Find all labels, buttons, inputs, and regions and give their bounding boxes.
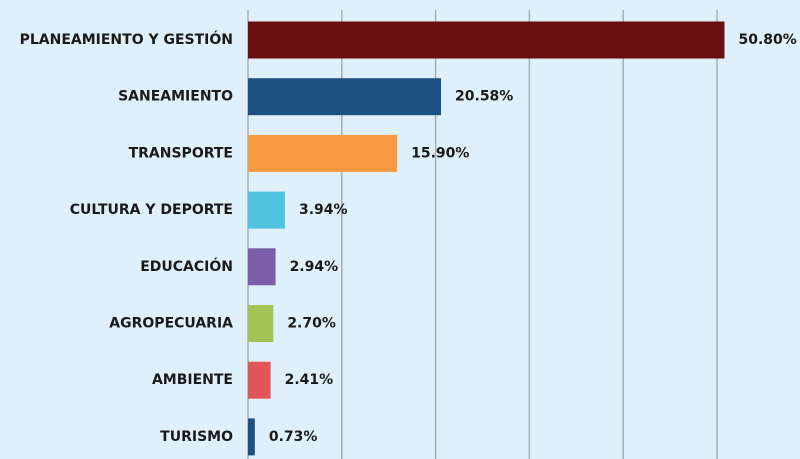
value-label: 50.80% [738,32,796,48]
value-label: 20.58% [455,89,513,105]
category-label: TURISMO [160,429,233,445]
bar [248,305,274,342]
category-label: CULTURA Y DEPORTE [70,202,233,218]
value-label: 2.70% [287,316,336,332]
value-label: 2.41% [285,372,334,388]
bar [248,78,442,116]
bar [248,361,271,399]
value-label: 15.90% [411,145,469,161]
bar [248,134,398,172]
category-label: AMBIENTE [152,372,233,388]
bar [248,191,285,229]
value-label: 2.94% [290,259,339,275]
value-label: 3.94% [299,202,348,218]
bar [248,21,725,59]
category-label: EDUCACIÓN [140,257,233,275]
category-label: PLANEAMIENTO Y GESTIÓN [20,30,233,48]
bar [248,248,276,286]
value-label: 0.73% [269,429,318,445]
category-label: SANEAMIENTO [118,89,233,105]
bar [248,418,255,456]
category-label: TRANSPORTE [129,145,233,161]
category-label: AGROPECUARIA [109,316,233,332]
